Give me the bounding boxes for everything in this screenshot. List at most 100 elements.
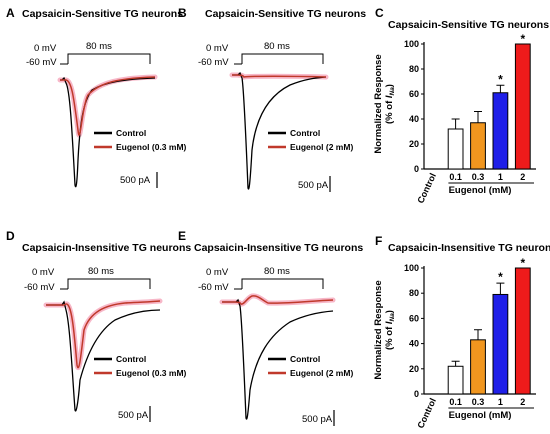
panel-e-voltage-step	[241, 278, 324, 289]
panel-f-ylabel-sub: Na	[389, 313, 396, 322]
panel-f-label: F	[375, 234, 382, 248]
panel-c-ytick-label: 0	[414, 164, 419, 174]
panel-c-ylabel-suffix: )	[384, 84, 395, 87]
panel-c-label: C	[375, 6, 384, 20]
panel-b-label: B	[178, 6, 187, 20]
panel-d-control-trace	[46, 300, 161, 412]
panel-c-bar	[470, 122, 486, 170]
panel-d-eugenol-trace	[46, 300, 161, 369]
panel-b-eugenol-trace	[232, 74, 327, 78]
panel-c-chart: C Capsaicin-Sensitive TG neurons Normali…	[373, 6, 549, 205]
panel-c-ylabel-line1: Normalized Response	[373, 54, 384, 153]
panel-b-control-trace	[232, 71, 327, 190]
panel-b-scale-label: 500 pA	[298, 180, 329, 191]
panel-c-xtick-label: 0.1	[449, 172, 462, 182]
panel-f-bar	[492, 293, 509, 395]
panel-c-ylabel-i: I	[384, 95, 395, 98]
panel-b-legend-eugenol: Eugenol (2 mM)	[290, 142, 353, 152]
panel-c-ytick-label: 80	[409, 64, 419, 74]
panel-d-voltage-0: 0 mV	[32, 267, 55, 278]
panel-f-ytick-label: 0	[414, 389, 419, 399]
panel-c-bar	[447, 128, 464, 170]
panel-f-xtick-label: 1	[498, 397, 503, 407]
panel-f-significance-star: *	[498, 270, 503, 284]
panel-c-ytick-label: 60	[409, 89, 419, 99]
panel-b-title: Capsaicin-Sensitive TG neurons	[205, 8, 366, 20]
panel-f-ylabel-line1: Normalized Response	[373, 280, 384, 379]
panel-f-ytick-label: 20	[409, 364, 419, 374]
panel-e-voltage-60: -60 mV	[198, 282, 229, 293]
panel-a-scale-label: 500 pA	[120, 175, 151, 186]
panel-b-legend-control: Control	[290, 128, 320, 138]
panel-f-ylabel-suffix: )	[384, 310, 395, 313]
panel-f-ytick-label: 60	[409, 313, 419, 323]
panel-a-duration: 80 ms	[86, 41, 112, 52]
panel-e-control-trace	[222, 298, 334, 420]
panel-c-bar	[514, 43, 531, 170]
panel-c-ylabel-prefix: (% of	[384, 98, 395, 124]
panel-f-chart: F Capsaicin-Insensitive TG neurons Norma…	[373, 234, 550, 430]
panel-f-ylabel-i: I	[384, 321, 395, 324]
panel-f-ylabel-prefix: (% of	[384, 324, 395, 350]
panel-e: E Capsaicin-Insensitive TG neurons 0 mV …	[178, 229, 363, 426]
panel-f-xtick-label: 2	[520, 397, 525, 407]
panel-c-xtick-label: 0.3	[472, 172, 485, 182]
panel-a-voltage-step	[67, 53, 151, 64]
panel-c-title: Capsaicin-Sensitive TG neurons	[388, 19, 549, 31]
panel-f-xtick-label: Control	[415, 397, 438, 430]
panel-c-xtick-label: Control	[415, 172, 438, 205]
panel-e-scale-label: 500 pA	[302, 414, 333, 425]
panel-c-xtick-label: 2	[520, 172, 525, 182]
panel-c-ylabel-line2: (% of INa)	[384, 84, 396, 124]
panel-e-legend-control: Control	[290, 354, 320, 364]
panel-f-ytick-label: 40	[409, 339, 419, 349]
panel-b-duration: 80 ms	[264, 41, 290, 52]
panel-a-eugenol-trace	[60, 76, 156, 136]
panel-e-voltage-0: 0 mV	[206, 267, 229, 278]
panel-f-significance-star: *	[520, 256, 525, 270]
panel-e-label: E	[178, 229, 186, 243]
panel-b-voltage-0: 0 mV	[206, 43, 229, 54]
panel-d-scale-label: 500 pA	[118, 410, 149, 421]
panel-e-eugenol-trace	[222, 295, 334, 305]
panel-c-bar	[492, 92, 509, 170]
panel-d-voltage-step	[67, 278, 151, 289]
panel-c-ylabel-sub: Na	[389, 87, 396, 96]
panel-f-bar	[514, 267, 531, 395]
panel-a-legend-control: Control	[116, 128, 146, 138]
panel-f-ytick-label: 100	[404, 263, 419, 273]
panel-b-voltage-60: -60 mV	[198, 57, 229, 68]
panel-c-ytick-label: 100	[404, 39, 419, 49]
panel-e-title: Capsaicin-Insensitive TG neurons	[194, 242, 363, 254]
panel-a-legend-eugenol: Eugenol (0.3 mM)	[116, 142, 187, 152]
panel-d-label: D	[6, 229, 15, 243]
panel-c-ytick-label: 20	[409, 139, 419, 149]
panel-f-bar	[470, 339, 486, 395]
panel-e-legend-eugenol: Eugenol (2 mM)	[290, 368, 353, 378]
panel-a-label: A	[6, 6, 15, 20]
panel-c-xlabel: Eugenol (mM)	[449, 185, 512, 196]
panel-d-legend-eugenol: Eugenol (0.3 mM)	[116, 368, 187, 378]
panel-b: B Capsaicin-Sensitive TG neurons 0 mV -6…	[178, 6, 366, 192]
panel-d: D Capsaicin-Insensitive TG neurons 0 mV …	[6, 229, 191, 422]
panel-d-voltage-60: -60 mV	[24, 282, 55, 293]
panel-b-voltage-step	[241, 53, 324, 64]
panel-f-ytick-label: 80	[409, 288, 419, 298]
panel-d-legend-control: Control	[116, 354, 146, 364]
panel-c-significance-star: *	[498, 72, 503, 86]
panel-f-bar	[447, 365, 464, 395]
panel-f-ylabel-line2: (% of INa)	[384, 310, 396, 350]
panel-f-xtick-label: 0.3	[472, 397, 485, 407]
panel-a: A Capsaicin-Sensitive TG neurons 0 mV -6…	[6, 6, 187, 188]
panel-f-xlabel: Eugenol (mM)	[449, 410, 512, 421]
panel-c-ytick-label: 40	[409, 114, 419, 124]
panel-d-duration: 80 ms	[88, 266, 114, 277]
panel-e-duration: 80 ms	[264, 266, 290, 277]
panel-a-voltage-60: -60 mV	[26, 57, 57, 68]
panel-c-significance-star: *	[520, 32, 525, 46]
panel-a-title: Capsaicin-Sensitive TG neurons	[22, 8, 183, 20]
panel-c-xtick-label: 1	[498, 172, 503, 182]
panel-f-xtick-label: 0.1	[449, 397, 462, 407]
panel-f-title: Capsaicin-Insensitive TG neurons	[388, 242, 550, 254]
